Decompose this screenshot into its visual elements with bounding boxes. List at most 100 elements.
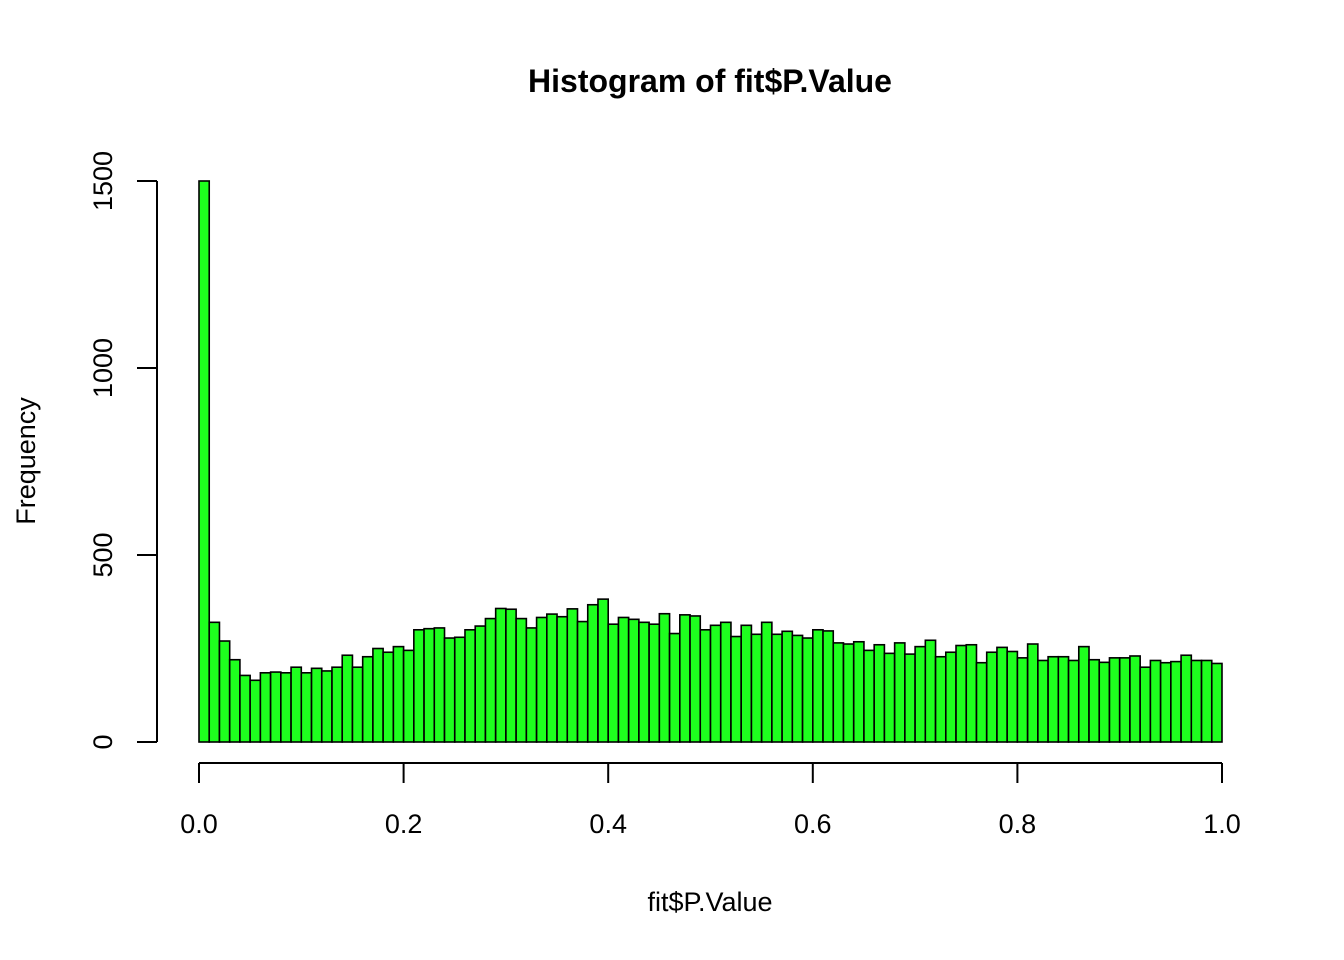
x-axis: 0.0 0.2 0.4 0.6 0.8 1.0 [180,762,1241,839]
histogram-bar [1139,666,1152,743]
histogram-bar [760,621,773,743]
histogram-bar [494,607,507,743]
histogram-bar [607,623,620,743]
histogram-bar [863,649,875,743]
histogram-bar [791,634,804,743]
histogram-bar [934,655,947,743]
histogram-bar [546,613,558,743]
histogram-bar [709,624,722,743]
histogram-bar [689,615,702,743]
histogram-bar [638,621,650,743]
x-axis-label: fit$P.Value [647,887,772,917]
histogram-bar [1159,661,1172,743]
histogram-bar [985,651,998,743]
histogram-bar [740,624,753,743]
histogram-bar [1057,655,1070,743]
x-tick-label: 1.0 [1203,809,1241,839]
histogram-bar [1006,650,1019,743]
y-axis-label: Frequency [11,397,41,525]
histogram-bar [617,616,630,743]
histogram-bar [771,633,783,743]
histogram-bar [811,628,824,743]
y-tick-label: 500 [88,532,118,577]
histogram-bar [1180,654,1193,743]
histogram-bar [280,672,292,743]
histogram-bar [535,616,548,743]
x-tick-label: 0.8 [999,809,1037,839]
histogram-bars [198,180,1223,743]
histogram-bar [586,603,599,743]
histogram-bar [392,645,405,743]
histogram-bar [1067,659,1080,743]
histogram-bar [341,654,354,743]
histogram-bar [198,180,211,743]
histogram-bar [1108,657,1121,743]
histogram-bar [1037,659,1049,743]
histogram-bar [218,640,231,743]
histogram-bar [893,642,906,743]
y-tick-label: 1000 [88,338,118,398]
histogram-bar [525,627,538,743]
x-tick-label: 0.2 [385,809,423,839]
histogram-bar [566,608,579,743]
histogram-bar [290,666,303,743]
histogram-bar [320,670,333,743]
histogram-bar [679,614,691,743]
histogram-bar [1077,645,1090,743]
histogram-bar [556,615,569,743]
histogram-bar [873,643,886,743]
y-tick-label: 0 [88,734,118,749]
x-tick-label: 0.0 [180,809,218,839]
histogram-bar [1129,655,1141,743]
histogram-bar [852,640,865,743]
histogram-bar [699,628,712,743]
histogram-bar [975,661,988,743]
histogram-bar [924,639,937,743]
chart-title: Histogram of fit$P.Value [528,63,892,99]
histogram-bar [996,646,1008,743]
histogram-bar [300,672,313,743]
histogram-bar [648,623,661,743]
histogram-bar [832,642,845,743]
histogram-bar [627,618,640,743]
histogram-bar [801,637,814,743]
histogram-bar [955,644,968,743]
histogram-bar [1098,661,1111,743]
histogram-bar [1026,643,1039,743]
histogram-bar [904,653,916,743]
histogram-bar [842,643,855,743]
histogram-bar [1016,657,1029,743]
histogram-bar [1149,659,1162,743]
histogram-bar [730,635,742,743]
histogram-bar [249,679,262,743]
histogram-bar [965,643,978,743]
histogram-bar [1190,659,1203,743]
histogram-bar [883,652,896,743]
histogram-bar [944,651,957,743]
histogram-bar [822,630,835,743]
histogram-bar [668,632,681,743]
y-axis: 0 500 1000 1500 [88,151,158,750]
x-tick-label: 0.6 [794,809,832,839]
histogram-bar [1200,659,1213,743]
histogram-bar [443,637,456,743]
histogram-bar [1088,658,1101,743]
histogram-bar [433,627,446,743]
histogram-bar [1170,660,1182,743]
histogram-bar [914,645,927,743]
histogram-bar [576,620,589,743]
histogram-bar [719,621,732,743]
histogram-bar [228,658,241,743]
histogram-bar [1210,662,1223,743]
histogram-bar [750,633,763,743]
histogram-bar [361,655,374,743]
histogram-bar [382,651,395,743]
histogram-bar [464,628,477,743]
histogram-bar [372,647,384,743]
histogram-bar [239,674,251,743]
histogram-bar [402,649,415,743]
histogram-bar [597,598,609,743]
histogram-bar [413,628,425,743]
histogram-bar [1047,655,1060,743]
